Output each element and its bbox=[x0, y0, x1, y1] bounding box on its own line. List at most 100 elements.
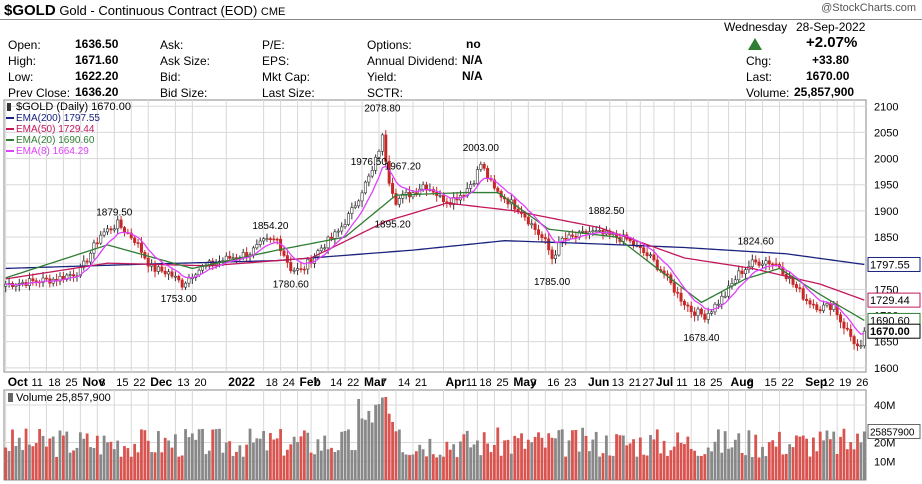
candle-body bbox=[34, 280, 38, 283]
candle-body bbox=[360, 192, 364, 202]
volume-bar bbox=[347, 429, 350, 480]
volume-bar bbox=[767, 442, 771, 480]
volume-bar bbox=[774, 446, 778, 480]
candle-body bbox=[642, 247, 646, 254]
volume-bar bbox=[58, 430, 62, 480]
volume-bar bbox=[550, 437, 554, 480]
candle-body bbox=[357, 200, 361, 207]
candle-body bbox=[767, 260, 771, 265]
candle-body bbox=[44, 277, 48, 280]
candle-body bbox=[648, 254, 652, 257]
volume-bar bbox=[394, 431, 398, 480]
volume-bar bbox=[367, 410, 371, 480]
percent-change: +2.07% bbox=[806, 34, 858, 51]
volume-bar bbox=[703, 454, 707, 480]
x-tick-label: May bbox=[513, 375, 537, 389]
x-tick-label: 24 bbox=[283, 377, 295, 389]
candle-body bbox=[421, 184, 425, 190]
volume-bar bbox=[428, 438, 432, 480]
volume-bar bbox=[642, 454, 646, 480]
volume-bar bbox=[313, 454, 316, 480]
candle-body bbox=[475, 169, 479, 184]
volume-bar bbox=[38, 428, 42, 480]
y-tick-label: 2050 bbox=[874, 127, 898, 139]
volume-bar bbox=[710, 451, 713, 480]
x-tick-label: Apr bbox=[445, 375, 466, 389]
volume-bar bbox=[513, 435, 517, 480]
volume-bar bbox=[279, 429, 282, 480]
volume-bar bbox=[374, 404, 378, 480]
volume-bar bbox=[184, 429, 187, 480]
volume-bar bbox=[319, 450, 323, 480]
x-tick-label: 7 bbox=[381, 377, 387, 389]
bid-size-label: Bid Size: bbox=[160, 86, 208, 100]
volume-bar bbox=[754, 434, 758, 480]
candle-body bbox=[693, 311, 697, 316]
peak-label: 1753.00 bbox=[161, 294, 198, 305]
volume-bar bbox=[761, 446, 764, 480]
volume-bar bbox=[862, 431, 866, 480]
candle-body bbox=[187, 277, 191, 284]
candle-body bbox=[672, 282, 676, 293]
candle-body bbox=[716, 303, 720, 306]
bid-label: Bid: bbox=[160, 70, 181, 84]
candle-body bbox=[58, 276, 62, 282]
volume-bar bbox=[516, 438, 520, 480]
volume-bar bbox=[574, 429, 578, 480]
volume-bar bbox=[323, 435, 327, 480]
volume-bar bbox=[798, 436, 802, 480]
volume-bar bbox=[126, 448, 130, 480]
peak-label: 1967.20 bbox=[385, 162, 422, 173]
candle-body bbox=[706, 312, 710, 320]
volume-bar bbox=[730, 447, 734, 480]
volume-bar bbox=[693, 450, 697, 480]
candle-body bbox=[727, 285, 731, 297]
candle-body bbox=[523, 213, 527, 218]
volume-bar bbox=[357, 398, 361, 480]
candle-body bbox=[479, 163, 483, 170]
volume-bar bbox=[129, 456, 133, 480]
volume-bar bbox=[408, 455, 411, 480]
candle-body bbox=[292, 269, 296, 272]
ema50-line bbox=[5, 202, 865, 301]
volume-bar bbox=[571, 430, 574, 480]
volume-bar bbox=[384, 396, 388, 480]
candle-body bbox=[336, 230, 340, 233]
volume-bar bbox=[845, 449, 849, 480]
peak-label: 1785.00 bbox=[534, 277, 571, 288]
candle-body bbox=[89, 252, 93, 263]
volume-bar bbox=[252, 442, 255, 480]
day-label: Wednesday bbox=[724, 20, 788, 34]
volume-bar bbox=[401, 452, 405, 480]
volume-bar bbox=[645, 455, 649, 480]
volume-bar bbox=[421, 449, 425, 480]
y-tick-label: 2100 bbox=[874, 101, 898, 113]
last-label: Last: bbox=[746, 70, 773, 84]
volume-bar bbox=[581, 427, 585, 480]
candle-body bbox=[845, 327, 849, 330]
x-tick-label: 26 bbox=[856, 377, 868, 389]
volume-bar bbox=[604, 435, 608, 480]
volume-bar bbox=[476, 440, 479, 480]
volume-bar bbox=[557, 430, 561, 480]
volume-bar bbox=[683, 444, 686, 480]
candle-body bbox=[184, 282, 188, 288]
candle-body bbox=[862, 330, 866, 347]
volume-bar bbox=[425, 456, 428, 480]
volume-bar bbox=[716, 429, 720, 480]
candle-body bbox=[265, 238, 269, 240]
volume-bar bbox=[207, 450, 211, 480]
volume-bar bbox=[4, 447, 8, 480]
volume-bar bbox=[173, 434, 177, 480]
candle-body bbox=[842, 321, 846, 329]
candle-body bbox=[794, 284, 798, 288]
volume-bar bbox=[822, 440, 825, 480]
volume-bar bbox=[397, 429, 401, 480]
volume-bar bbox=[611, 455, 615, 480]
volume-bar bbox=[228, 441, 232, 480]
candle-body bbox=[567, 234, 571, 240]
volume-bar bbox=[82, 438, 86, 480]
candle-body bbox=[733, 279, 737, 284]
volume-bar bbox=[615, 434, 618, 480]
